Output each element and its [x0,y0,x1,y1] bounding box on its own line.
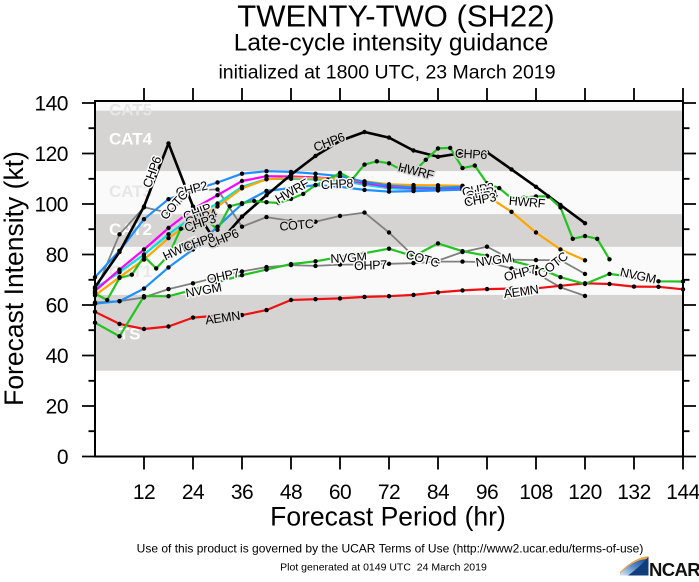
svg-text:NVGM: NVGM [330,250,367,266]
svg-text:84: 84 [427,481,450,504]
svg-text:Plot generated at 0149 UTC 24: Plot generated at 0149 UTC 24 March 2019 [280,562,487,574]
svg-text:108: 108 [519,481,553,504]
svg-text:HWRF: HWRF [508,194,546,211]
svg-text:0: 0 [57,446,68,469]
svg-text:132: 132 [617,481,651,504]
svg-text:Late-cycle intensity guidance: Late-cycle intensity guidance [234,29,549,56]
svg-text:60: 60 [46,295,68,318]
svg-text:initialized at 1800 UTC, 23 Ma: initialized at 1800 UTC, 23 March 2019 [218,62,555,84]
svg-text:COTC: COTC [279,217,315,234]
svg-text:NCAR: NCAR [649,559,699,577]
svg-text:140: 140 [34,93,68,116]
svg-text:Forecast Period (hr): Forecast Period (hr) [270,502,506,532]
svg-text:60: 60 [329,481,351,504]
svg-text:80: 80 [46,244,68,267]
svg-text:CAT3: CAT3 [109,182,152,201]
svg-text:Forecast Intensity (kt): Forecast Intensity (kt) [0,151,29,406]
svg-text:CHP6: CHP6 [455,146,488,162]
svg-text:48: 48 [280,481,302,504]
svg-text:20: 20 [46,396,68,419]
svg-text:120: 120 [34,143,68,166]
svg-text:24: 24 [182,481,205,504]
svg-text:NVGM: NVGM [475,251,513,270]
svg-text:CHP8: CHP8 [321,176,354,192]
svg-text:CHIP: CHIP [465,184,496,203]
svg-text:TWENTY-TWO (SH22): TWENTY-TWO (SH22) [237,0,554,34]
svg-text:12: 12 [133,481,155,504]
svg-text:AEMN: AEMN [204,309,241,328]
svg-text:Use of this product is governe: Use of this product is governed by the U… [137,542,644,556]
svg-text:OHP7: OHP7 [354,258,388,273]
svg-text:40: 40 [46,345,68,368]
svg-text:96: 96 [476,481,498,504]
svg-text:120: 120 [568,481,602,504]
svg-text:72: 72 [378,481,400,504]
svg-text:CAT5: CAT5 [109,101,152,120]
svg-text:144: 144 [666,481,699,504]
svg-text:CAT4: CAT4 [109,130,153,149]
svg-text:AEMN: AEMN [503,282,540,301]
svg-text:36: 36 [231,481,253,504]
svg-text:100: 100 [34,194,68,217]
svg-text:CHP4: CHP4 [465,187,499,206]
